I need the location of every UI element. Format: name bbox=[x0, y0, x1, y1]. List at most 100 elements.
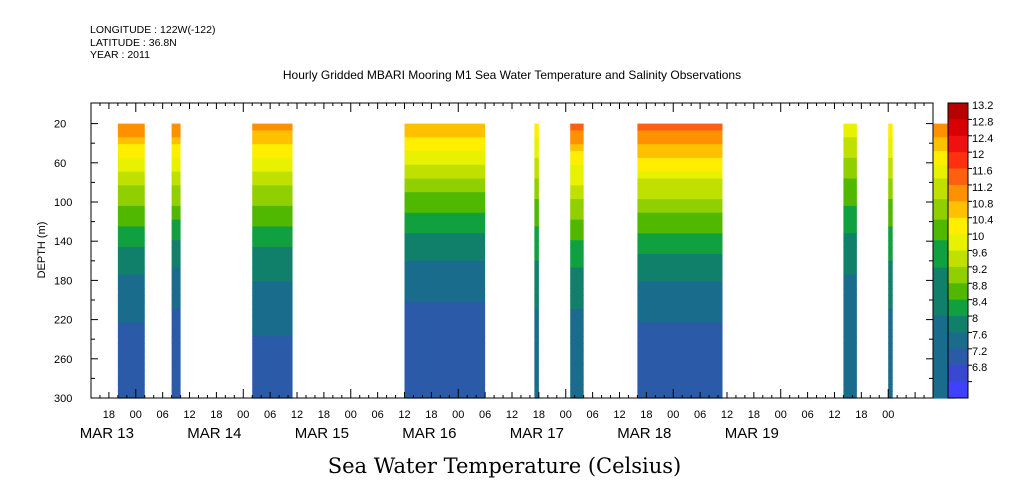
data-band bbox=[843, 130, 857, 138]
data-band bbox=[252, 315, 293, 324]
data-band bbox=[171, 267, 181, 276]
data-band bbox=[637, 219, 723, 228]
data-band bbox=[171, 391, 181, 399]
data-band bbox=[404, 171, 486, 180]
data-band bbox=[570, 219, 584, 228]
data-band bbox=[570, 274, 584, 282]
x-hour-label: 06 bbox=[479, 409, 491, 421]
x-hour-label: 18 bbox=[210, 409, 222, 421]
data-band bbox=[637, 370, 723, 379]
data-band bbox=[933, 356, 956, 365]
data-band bbox=[171, 199, 181, 207]
data-band bbox=[637, 205, 723, 214]
data-band bbox=[534, 144, 539, 152]
data-band bbox=[171, 295, 181, 303]
data-band bbox=[933, 164, 956, 173]
data-band bbox=[117, 260, 145, 269]
data-band bbox=[252, 137, 293, 145]
data-band bbox=[888, 370, 893, 379]
data-band bbox=[570, 137, 584, 145]
data-band bbox=[843, 315, 857, 324]
data-band bbox=[637, 308, 723, 317]
data-band bbox=[252, 240, 293, 248]
data-segment bbox=[534, 123, 539, 399]
colorbar-level-label: 13.2 bbox=[972, 100, 993, 112]
colorbar-swatch bbox=[948, 201, 968, 219]
x-hour-label: 12 bbox=[291, 409, 303, 421]
data-band bbox=[117, 192, 145, 200]
colorbar-swatch bbox=[948, 184, 968, 202]
data-band bbox=[843, 178, 857, 186]
data-band bbox=[171, 260, 181, 269]
data-band bbox=[933, 185, 956, 193]
colorbar-level-label: 11.2 bbox=[972, 182, 993, 194]
data-band bbox=[637, 336, 723, 344]
x-day-label: MAR 15 bbox=[295, 425, 349, 442]
data-band bbox=[570, 315, 584, 324]
data-band bbox=[843, 343, 857, 351]
data-band bbox=[252, 123, 293, 132]
x-hour-label: 06 bbox=[157, 409, 169, 421]
data-band bbox=[171, 205, 181, 214]
data-band bbox=[534, 260, 539, 269]
data-band bbox=[404, 377, 486, 385]
data-band bbox=[171, 308, 181, 317]
x-hour-label: 00 bbox=[775, 409, 787, 421]
data-band bbox=[534, 329, 539, 337]
x-hour-label: 12 bbox=[398, 409, 410, 421]
data-band bbox=[534, 157, 539, 166]
data-band bbox=[534, 171, 539, 180]
data-band bbox=[404, 240, 486, 248]
x-day-label: MAR 14 bbox=[187, 425, 241, 442]
colorbar-swatch bbox=[948, 332, 968, 350]
data-band bbox=[843, 253, 857, 262]
data-band bbox=[117, 157, 145, 166]
data-band bbox=[933, 151, 956, 159]
data-band bbox=[252, 363, 293, 372]
colorbar-swatch bbox=[948, 283, 968, 301]
colorbar-swatch bbox=[948, 299, 968, 317]
y-tick-label: 220 bbox=[54, 315, 72, 327]
data-band bbox=[534, 343, 539, 351]
data-band bbox=[117, 343, 145, 351]
data-band bbox=[171, 274, 181, 282]
data-band bbox=[933, 240, 956, 248]
x-hour-label: 18 bbox=[640, 409, 652, 421]
colorbar-level-label: 7.2 bbox=[972, 346, 987, 358]
data-band bbox=[534, 185, 539, 193]
data-band bbox=[117, 199, 145, 207]
data-band bbox=[888, 349, 893, 358]
data-band bbox=[252, 144, 293, 152]
data-band bbox=[933, 377, 956, 385]
data-band bbox=[404, 144, 486, 152]
data-band bbox=[637, 185, 723, 193]
data-band bbox=[888, 171, 893, 180]
colorbar-swatch bbox=[948, 250, 968, 268]
data-band bbox=[252, 329, 293, 337]
data-band bbox=[252, 151, 293, 159]
data-band bbox=[171, 247, 181, 255]
data-band bbox=[843, 233, 857, 241]
data-band bbox=[888, 301, 893, 310]
data-band bbox=[637, 240, 723, 248]
data-band bbox=[252, 281, 293, 289]
data-band bbox=[843, 281, 857, 289]
data-band bbox=[534, 370, 539, 379]
data-band bbox=[534, 164, 539, 173]
data-band bbox=[171, 185, 181, 193]
data-band bbox=[117, 274, 145, 282]
data-band bbox=[404, 130, 486, 138]
data-band bbox=[404, 226, 486, 234]
data-segment bbox=[843, 123, 857, 399]
data-band bbox=[570, 308, 584, 317]
data-band bbox=[637, 123, 723, 132]
data-band bbox=[570, 144, 584, 152]
data-band bbox=[252, 288, 293, 296]
colorbar-level-label: 10.8 bbox=[972, 198, 993, 210]
data-band bbox=[534, 226, 539, 234]
data-band bbox=[404, 260, 486, 269]
data-band bbox=[933, 343, 956, 351]
data-segment bbox=[252, 123, 293, 399]
data-band bbox=[933, 363, 956, 372]
colorbar-swatch bbox=[948, 217, 968, 235]
